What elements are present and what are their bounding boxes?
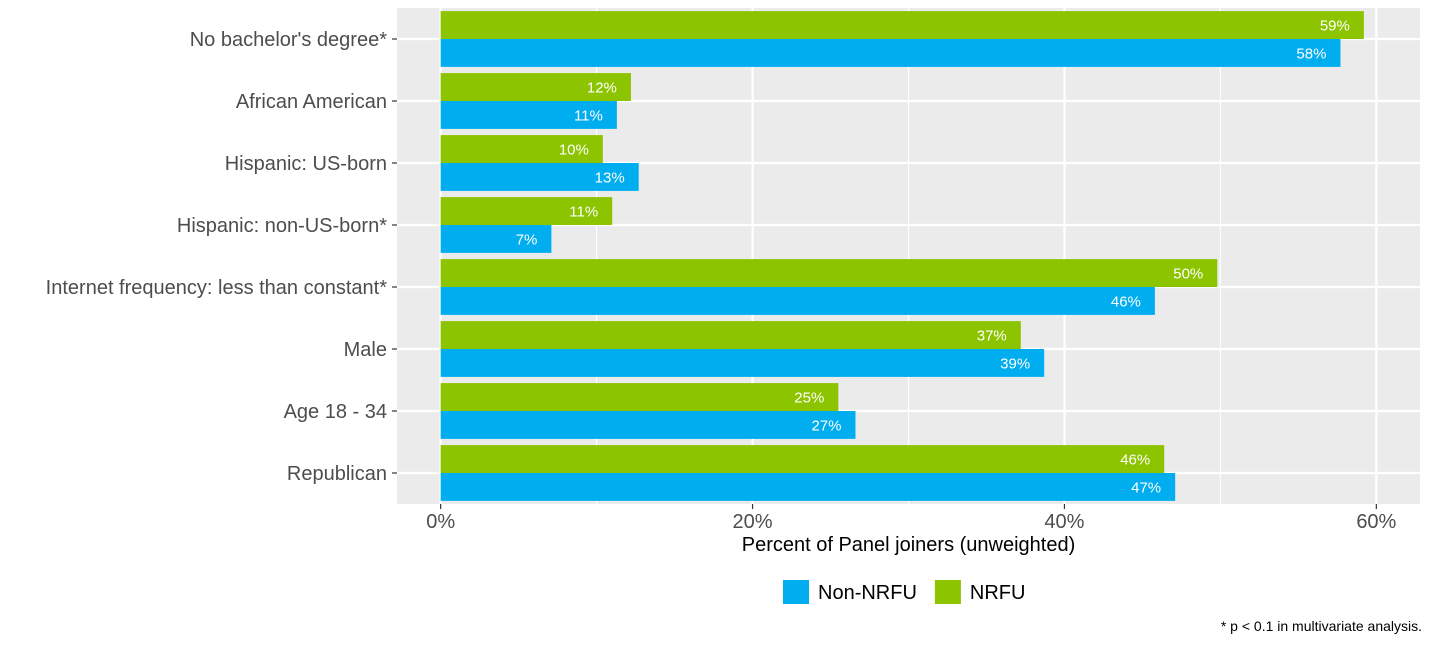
bar-nrfu (440, 445, 1165, 473)
x-tick-label: 40% (1044, 511, 1084, 533)
data-label: 10% (559, 142, 589, 159)
data-label: 13% (595, 169, 625, 186)
category-label: No bachelor's degree* (190, 29, 387, 51)
bar-non-nrfu (440, 411, 856, 439)
data-label: 37% (977, 328, 1007, 345)
category-label: Internet frequency: less than constant* (46, 277, 388, 299)
bar-nrfu (440, 259, 1218, 287)
legend-key-nrfu (934, 580, 961, 604)
data-label: 12% (587, 80, 617, 97)
data-label: 58% (1296, 45, 1326, 62)
data-label: 59% (1320, 18, 1350, 35)
data-label: 46% (1120, 452, 1150, 469)
legend: Non-NRFU NRFU (783, 580, 1025, 604)
bar-nrfu (440, 11, 1364, 40)
data-label: 27% (811, 417, 841, 434)
bar-non-nrfu (440, 473, 1176, 501)
x-tick-label: 60% (1356, 511, 1396, 533)
data-label: 46% (1111, 293, 1141, 310)
bar-non-nrfu (440, 39, 1341, 67)
bar-non-nrfu (440, 163, 639, 191)
category-label: African American (236, 91, 387, 113)
x-axis-title: Percent of Panel joiners (unweighted) (742, 534, 1076, 556)
category-label: Hispanic: US-born (225, 153, 387, 175)
legend-label: Non-NRFU (818, 582, 917, 604)
bar-nrfu (440, 73, 631, 101)
data-label: 7% (516, 231, 538, 248)
bar-nrfu (440, 321, 1021, 349)
data-label: 47% (1131, 479, 1161, 496)
category-label: Male (344, 339, 387, 361)
bar-nrfu (440, 383, 839, 411)
bar-nrfu (440, 135, 603, 163)
bar-non-nrfu (440, 287, 1155, 315)
data-label: 11% (574, 107, 603, 124)
bars: 59% 58% 12% 11% 10% 13% 11% 7% 50% 46% 37% 39% 25% 27… (440, 11, 1364, 501)
bar-non-nrfu (440, 225, 552, 253)
footnote: * p < 0.1 in multivariate analysis. (1220, 618, 1422, 634)
x-tick-label: 20% (733, 511, 773, 533)
data-label: 11% (569, 204, 598, 221)
category-label: Age 18 - 34 (284, 401, 387, 423)
data-label: 25% (794, 390, 824, 407)
bar-nrfu (440, 197, 613, 225)
x-tick-label: 0% (426, 511, 455, 533)
x-ticks: 0% 20% 40% 60% (426, 504, 1397, 533)
legend-key-non-nrfu (783, 580, 809, 604)
category-label: Hispanic: non-US-born* (177, 215, 387, 237)
bar-non-nrfu (440, 101, 617, 129)
data-label: 50% (1173, 266, 1203, 283)
category-label: Republican (287, 463, 387, 485)
category-labels: No bachelor's degree* African American His… (46, 29, 397, 485)
data-label: 39% (1000, 355, 1030, 372)
bar-non-nrfu (440, 349, 1045, 377)
legend-label: NRFU (970, 582, 1026, 604)
